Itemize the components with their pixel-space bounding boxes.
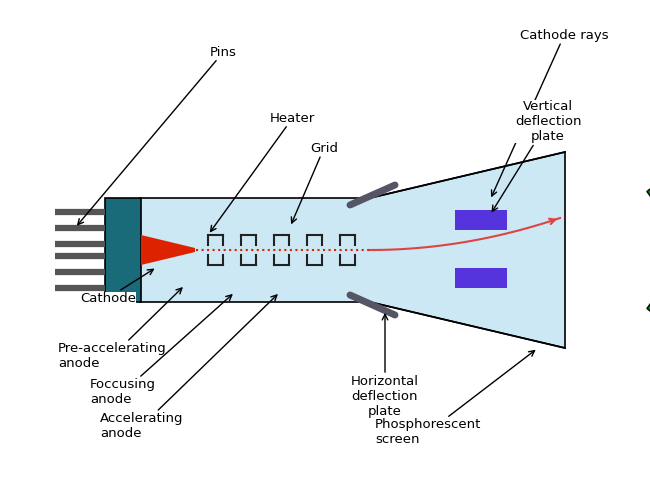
Text: Horizontal
deflection
plate: Horizontal deflection plate (351, 314, 419, 418)
Bar (455, 268, 507, 288)
Polygon shape (140, 152, 565, 348)
Text: Phosphorescent
screen: Phosphorescent screen (375, 350, 534, 446)
Polygon shape (141, 235, 195, 265)
Polygon shape (647, 179, 650, 321)
Text: Grid: Grid (291, 142, 338, 223)
Text: Foccusing
anode: Foccusing anode (90, 295, 232, 406)
Text: Vertical
deflection
plate: Vertical deflection plate (492, 100, 581, 212)
Text: Heater: Heater (211, 112, 315, 232)
Text: Pre-accelerating
anode: Pre-accelerating anode (58, 288, 182, 370)
Text: Accelerating
anode: Accelerating anode (100, 295, 277, 440)
Text: Cathode rays: Cathode rays (491, 28, 608, 196)
Text: Pins: Pins (78, 46, 237, 224)
Bar (455, 210, 507, 230)
Text: Cathode: Cathode (80, 270, 153, 304)
Bar (105, 198, 141, 302)
